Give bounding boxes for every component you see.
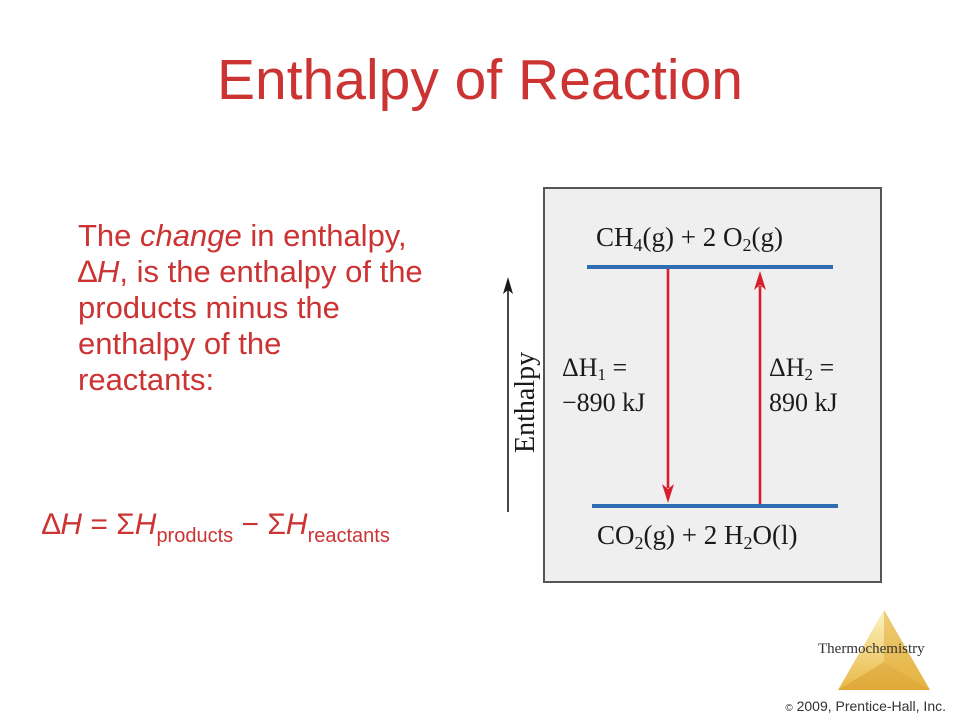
body-line-1: The change in enthalpy, [78, 218, 498, 254]
reactants-energy-level [587, 265, 833, 269]
phase-text: (g) [643, 520, 675, 550]
copyright-symbol: © [785, 703, 793, 714]
copyright-text: 2009, Prentice-Hall, Inc. [792, 698, 946, 714]
body-line-5: reactants: [78, 362, 215, 397]
products-label: CO2(g) + 2 H2O(l) [597, 520, 797, 554]
energy-diagram-panel [543, 187, 882, 583]
products-energy-level [592, 504, 838, 508]
dh-equals: = [813, 353, 835, 382]
axis-arrow-head [503, 277, 513, 294]
h-variable: H [60, 508, 83, 541]
dh1-value: −890 kJ [562, 388, 646, 417]
body-text-segment: in enthalpy, [241, 218, 407, 253]
body-line-3: products minus the [78, 290, 340, 325]
h-variable: H [96, 254, 120, 289]
enthalpy-equation: ∆H = ΣHproducts − ΣHreactants [42, 508, 390, 548]
formula-text: CO [597, 520, 635, 550]
formula-text: O [752, 520, 772, 550]
formula-text: + 2 O [674, 222, 743, 252]
body-text: The change in enthalpy, ∆H, is the entha… [78, 218, 498, 398]
dh-subscript: 1 [597, 365, 607, 384]
phase-text: (g) [751, 222, 783, 252]
body-text-segment: , is the enthalpy of the [119, 254, 423, 289]
formula-text: CH [596, 222, 634, 252]
thermochemistry-triangle-icon [838, 610, 930, 690]
phase-text: (l) [771, 520, 798, 550]
equals-sum: = Σ [82, 508, 135, 541]
dh2-label: ΔH2 = 890 kJ [769, 354, 838, 417]
dh-subscript: 2 [804, 365, 814, 384]
dh-symbol: ΔH [562, 353, 598, 382]
enthalpy-axis-label: Enthalpy [510, 351, 541, 453]
dh2-arrow [754, 271, 766, 504]
dh1-arrow-head [662, 484, 674, 503]
dh1-arrow [662, 269, 674, 503]
phase-text: (g) [642, 222, 674, 252]
axis-arrow [503, 277, 513, 512]
dh2-arrow-head [754, 271, 766, 290]
body-text-emphasis: change [140, 218, 242, 253]
delta-symbol: ∆ [42, 508, 61, 541]
copyright-notice: © 2009, Prentice-Hall, Inc. [785, 698, 946, 714]
reactants-label: CH4(g) + 2 O2(g) [596, 222, 783, 256]
minus-sum: − Σ [233, 508, 286, 541]
formula-text: + 2 H [675, 520, 744, 550]
dh1-label: ΔH1 = −890 kJ [562, 354, 645, 417]
formula-subscript: 2 [743, 533, 753, 553]
formula-subscript: 2 [634, 533, 644, 553]
dh-equals: = [606, 353, 628, 382]
delta-symbol: ∆ [78, 254, 97, 289]
products-subscript: products [156, 525, 234, 547]
body-text-segment: The [78, 218, 141, 253]
thermochemistry-badge-text: Thermochemistry [818, 641, 925, 657]
slide-title: Enthalpy of Reaction [217, 48, 743, 112]
dh-symbol: ΔH [769, 353, 805, 382]
dh2-value: 890 kJ [769, 388, 838, 417]
body-line-2: ∆H, is the enthalpy of the [78, 254, 498, 290]
formula-subscript: 2 [742, 235, 752, 255]
formula-subscript: 4 [633, 235, 643, 255]
body-line-4: enthalpy of the [78, 326, 282, 361]
h-variable: H [285, 508, 308, 541]
reactants-subscript: reactants [307, 525, 390, 547]
h-variable: H [134, 508, 157, 541]
